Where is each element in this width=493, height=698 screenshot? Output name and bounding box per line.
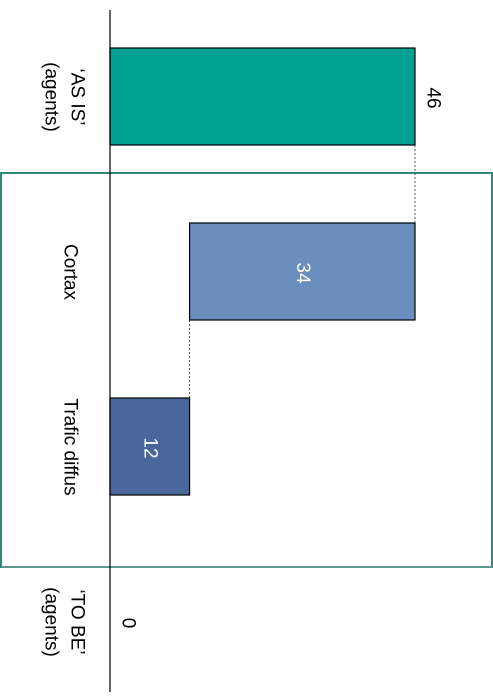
bar-2 [188,222,416,321]
category-label-4-line-2: (agents) [41,587,62,657]
category-label-1-line-2: (agents) [41,62,62,132]
category-label-2: Cortax [60,244,81,300]
data-label-4: 0 [118,618,139,629]
category-label-4-line-1: ‘TO BE’ [67,589,88,654]
category-label-1-line-1: ‘AS IS’ [67,68,88,125]
category-label-3: Trafic diffus [60,398,81,495]
data-label-3: 12 [139,437,160,458]
bar-1 [109,47,416,146]
data-label-1: 46 [423,87,444,108]
data-label-2: 34 [292,262,313,284]
